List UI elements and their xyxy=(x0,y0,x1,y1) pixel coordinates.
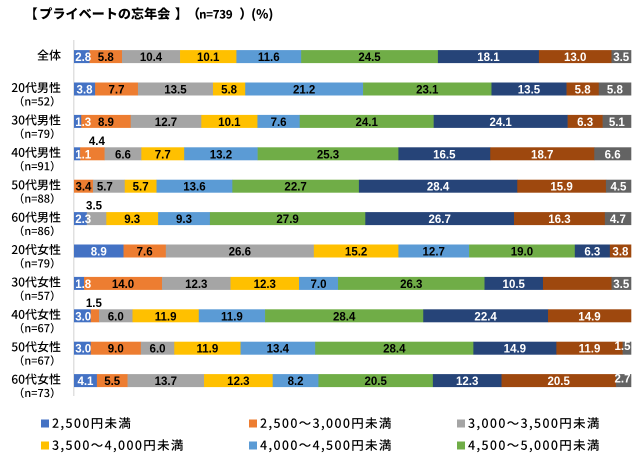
svg-text:14.9: 14.9 xyxy=(578,311,600,323)
svg-text:3.0: 3.0 xyxy=(75,344,91,356)
svg-text:6.6: 6.6 xyxy=(605,149,621,161)
svg-text:12.7: 12.7 xyxy=(155,117,177,129)
svg-text:5.8: 5.8 xyxy=(221,85,238,97)
svg-text:5.1: 5.1 xyxy=(609,117,626,129)
svg-text:15.2: 15.2 xyxy=(345,247,367,259)
svg-text:2.8: 2.8 xyxy=(75,52,92,64)
svg-text:12.3: 12.3 xyxy=(254,279,276,291)
svg-text:8.2: 8.2 xyxy=(288,376,304,388)
svg-text:2.3: 2.3 xyxy=(75,214,91,226)
svg-text:3.4: 3.4 xyxy=(75,182,92,194)
svg-text:16.3: 16.3 xyxy=(548,214,570,226)
svg-text:28.4: 28.4 xyxy=(383,344,406,356)
svg-text:7.0: 7.0 xyxy=(311,279,327,291)
svg-text:20.5: 20.5 xyxy=(548,376,571,388)
svg-text:6.0: 6.0 xyxy=(150,344,166,356)
svg-text:13.6: 13.6 xyxy=(183,182,205,194)
svg-text:20.5: 20.5 xyxy=(364,376,387,388)
svg-text:12.3: 12.3 xyxy=(227,376,249,388)
svg-text:24.1: 24.1 xyxy=(355,117,378,129)
svg-text:26.3: 26.3 xyxy=(400,279,422,291)
svg-text:28.4: 28.4 xyxy=(333,311,356,323)
svg-text:26.6: 26.6 xyxy=(229,247,251,259)
svg-text:15.9: 15.9 xyxy=(550,182,572,194)
svg-text:8.9: 8.9 xyxy=(91,247,107,259)
svg-text:28.4: 28.4 xyxy=(427,182,450,194)
svg-text:21.2: 21.2 xyxy=(293,85,315,97)
svg-text:4.4: 4.4 xyxy=(89,136,106,148)
svg-text:5.8: 5.8 xyxy=(98,52,115,64)
svg-text:11.9: 11.9 xyxy=(155,311,177,323)
svg-text:6.3: 6.3 xyxy=(584,247,600,259)
svg-text:10.5: 10.5 xyxy=(503,279,526,291)
svg-text:9.3: 9.3 xyxy=(124,214,140,226)
svg-text:7.6: 7.6 xyxy=(271,117,287,129)
svg-text:16.5: 16.5 xyxy=(433,149,456,161)
svg-text:5.8: 5.8 xyxy=(607,85,624,97)
svg-text:7.7: 7.7 xyxy=(155,149,171,161)
svg-text:5.7: 5.7 xyxy=(97,182,113,194)
svg-text:10.1: 10.1 xyxy=(197,52,220,64)
svg-text:7.7: 7.7 xyxy=(109,85,125,97)
svg-text:13.0: 13.0 xyxy=(564,52,586,64)
svg-text:13.5: 13.5 xyxy=(164,85,187,97)
svg-text:7.6: 7.6 xyxy=(137,247,153,259)
svg-text:4.7: 4.7 xyxy=(610,214,626,226)
svg-text:5.8: 5.8 xyxy=(575,85,592,97)
svg-text:5.7: 5.7 xyxy=(133,182,149,194)
svg-text:1.1: 1.1 xyxy=(75,149,92,161)
svg-text:2.7: 2.7 xyxy=(615,374,631,386)
svg-text:10.4: 10.4 xyxy=(140,52,163,64)
svg-text:11.9: 11.9 xyxy=(221,311,243,323)
svg-text:6.0: 6.0 xyxy=(108,311,124,323)
svg-text:13.5: 13.5 xyxy=(518,85,541,97)
svg-text:11.6: 11.6 xyxy=(258,52,280,64)
svg-text:10.1: 10.1 xyxy=(218,117,241,129)
svg-text:4.1: 4.1 xyxy=(77,376,94,388)
svg-text:14.9: 14.9 xyxy=(504,344,526,356)
svg-text:4.5: 4.5 xyxy=(610,182,627,194)
svg-text:11.9: 11.9 xyxy=(579,344,601,356)
svg-text:22.4: 22.4 xyxy=(474,311,497,323)
svg-text:18.1: 18.1 xyxy=(477,52,500,64)
svg-text:19.0: 19.0 xyxy=(511,247,533,259)
svg-text:23.1: 23.1 xyxy=(416,85,439,97)
svg-text:3.5: 3.5 xyxy=(613,279,630,291)
svg-text:1.5: 1.5 xyxy=(615,341,632,353)
svg-text:25.3: 25.3 xyxy=(317,149,339,161)
svg-text:1.3: 1.3 xyxy=(75,117,91,129)
svg-text:27.9: 27.9 xyxy=(276,214,298,226)
svg-text:8.9: 8.9 xyxy=(98,117,114,129)
svg-text:3.0: 3.0 xyxy=(75,311,91,323)
svg-text:3.5: 3.5 xyxy=(613,52,630,64)
svg-text:13.2: 13.2 xyxy=(210,149,232,161)
svg-text:22.7: 22.7 xyxy=(284,182,306,194)
svg-text:5.5: 5.5 xyxy=(104,376,121,388)
svg-text:24.1: 24.1 xyxy=(489,117,512,129)
svg-text:26.7: 26.7 xyxy=(428,214,450,226)
svg-text:3.8: 3.8 xyxy=(77,85,94,97)
svg-text:6.3: 6.3 xyxy=(577,117,593,129)
svg-text:24.5: 24.5 xyxy=(358,52,381,64)
svg-text:9.3: 9.3 xyxy=(176,214,192,226)
svg-text:18.7: 18.7 xyxy=(531,149,553,161)
svg-text:11.9: 11.9 xyxy=(197,344,219,356)
svg-text:13.4: 13.4 xyxy=(267,344,290,356)
svg-text:3.8: 3.8 xyxy=(612,247,629,259)
svg-text:12.3: 12.3 xyxy=(185,279,207,291)
svg-text:12.3: 12.3 xyxy=(456,376,478,388)
svg-text:14.0: 14.0 xyxy=(112,279,134,291)
svg-text:6.6: 6.6 xyxy=(115,149,131,161)
svg-text:13.7: 13.7 xyxy=(155,376,177,388)
svg-text:1.8: 1.8 xyxy=(75,279,92,291)
svg-text:9.0: 9.0 xyxy=(108,344,124,356)
svg-text:1.5: 1.5 xyxy=(86,298,103,310)
svg-text:3.5: 3.5 xyxy=(86,201,103,213)
svg-text:12.7: 12.7 xyxy=(423,247,445,259)
